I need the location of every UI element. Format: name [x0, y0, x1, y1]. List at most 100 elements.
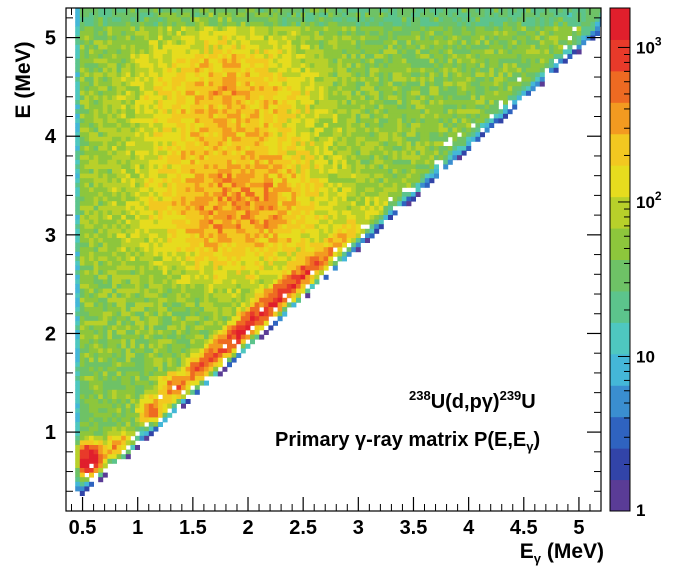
heatmap-cell [305, 137, 310, 142]
heatmap-cell [112, 146, 117, 151]
heatmap-cell [186, 17, 191, 22]
heatmap-cell [282, 169, 287, 174]
heatmap-cell [204, 91, 209, 96]
heatmap-cell [411, 40, 416, 45]
heatmap-cell [402, 63, 407, 68]
heatmap-cell [121, 238, 126, 243]
heatmap-cell [324, 183, 329, 188]
heatmap-cell [186, 197, 191, 202]
heatmap-cell [296, 8, 301, 13]
heatmap-cell [278, 187, 283, 192]
heatmap-cell [425, 174, 430, 179]
heatmap-cell [98, 118, 103, 123]
heatmap-cell [140, 220, 145, 225]
heatmap-cell [250, 266, 255, 271]
heatmap-cell [540, 17, 545, 22]
heatmap-cell [319, 220, 324, 225]
heatmap-cell [351, 215, 356, 220]
heatmap-cell [485, 109, 490, 114]
heatmap-cell [153, 132, 158, 137]
heatmap-cell [241, 45, 246, 50]
heatmap-cell [388, 178, 393, 183]
heatmap-cell [186, 105, 191, 110]
heatmap-cell [310, 201, 315, 206]
heatmap-cell [406, 59, 411, 64]
heatmap-cell [135, 132, 140, 137]
heatmap-cell [439, 95, 444, 100]
heatmap-cell [416, 174, 421, 179]
heatmap-cell [416, 114, 421, 119]
heatmap-cell [112, 128, 117, 133]
heatmap-cell [80, 68, 85, 73]
heatmap-cell [287, 141, 292, 146]
heatmap-cell [577, 36, 582, 41]
heatmap-cell [462, 82, 467, 87]
heatmap-cell [241, 141, 246, 146]
heatmap-cell [176, 178, 181, 183]
heatmap-cell [374, 72, 379, 77]
heatmap-cell [117, 192, 122, 197]
heatmap-cell [112, 31, 117, 36]
heatmap-cell [250, 31, 255, 36]
heatmap-cell [98, 123, 103, 128]
heatmap-cell [186, 206, 191, 211]
heatmap-cell [255, 201, 260, 206]
heatmap-cell [319, 49, 324, 54]
heatmap-cell [130, 164, 135, 169]
heatmap-cell [158, 137, 163, 142]
heatmap-cell [222, 128, 227, 133]
heatmap-cell [347, 72, 352, 77]
heatmap-cell [278, 183, 283, 188]
heatmap-cell [259, 40, 264, 45]
heatmap-cell [485, 63, 490, 68]
heatmap-cell [439, 105, 444, 110]
heatmap-cell [328, 252, 333, 257]
heatmap-cell [245, 132, 250, 137]
heatmap-cell [195, 100, 200, 105]
heatmap-cell [126, 187, 131, 192]
heatmap-cell [370, 169, 375, 174]
heatmap-cell [393, 59, 398, 64]
heatmap-cell [397, 49, 402, 54]
heatmap-cell [209, 201, 214, 206]
heatmap-cell [149, 270, 154, 275]
heatmap-cell [324, 187, 329, 192]
heatmap-cell [508, 36, 513, 41]
heatmap-cell [314, 215, 319, 220]
heatmap-cell [255, 174, 260, 179]
heatmap-cell [199, 164, 204, 169]
heatmap-cell [457, 146, 462, 151]
heatmap-cell [112, 8, 117, 13]
heatmap-cell [512, 54, 517, 59]
heatmap-cell [218, 146, 223, 151]
heatmap-cell [356, 233, 361, 238]
heatmap-cell [130, 68, 135, 73]
heatmap-cell [305, 192, 310, 197]
heatmap-cell [356, 164, 361, 169]
heatmap-cell [296, 31, 301, 36]
heatmap-cell [443, 100, 448, 105]
heatmap-cell [236, 220, 241, 225]
heatmap-cell [84, 183, 89, 188]
heatmap-cell [84, 49, 89, 54]
heatmap-cell [429, 49, 434, 54]
heatmap-cell [268, 82, 273, 87]
heatmap-cell [94, 63, 99, 68]
heatmap-cell [370, 178, 375, 183]
heatmap-cell [379, 187, 384, 192]
heatmap-cell [374, 123, 379, 128]
heatmap-cell [199, 105, 204, 110]
heatmap-cell [296, 91, 301, 96]
heatmap-cell [268, 114, 273, 119]
heatmap-cell [209, 118, 214, 123]
heatmap-cell [577, 26, 582, 31]
heatmap-cell [347, 22, 352, 27]
heatmap-cell [84, 128, 89, 133]
heatmap-cell [278, 109, 283, 114]
heatmap-cell [370, 26, 375, 31]
heatmap-cell [337, 105, 342, 110]
heatmap-cell [296, 252, 301, 257]
heatmap-cell [245, 86, 250, 91]
heatmap-cell [126, 192, 131, 197]
heatmap-cell [232, 256, 237, 261]
